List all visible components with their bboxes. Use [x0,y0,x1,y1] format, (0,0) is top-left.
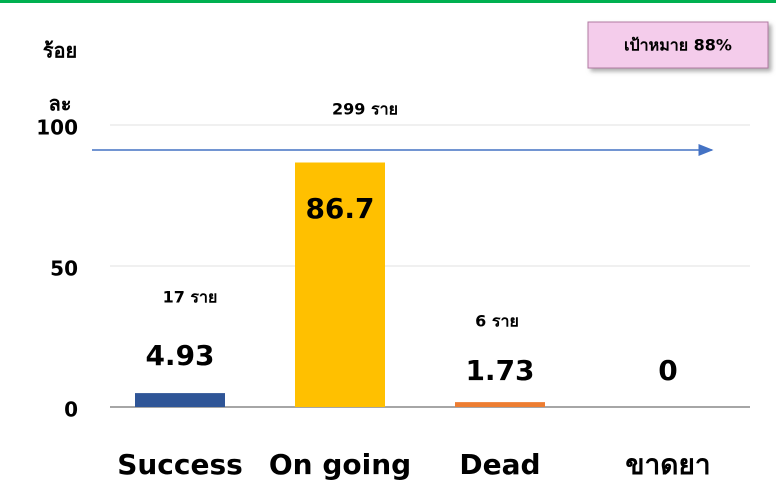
bar [295,162,385,407]
data-label: 0 [658,354,677,387]
y-tick-label: 50 [50,257,78,281]
x-tick-label: ขาดยา [625,448,710,481]
top-border [0,0,776,3]
target-box [587,21,769,69]
bar [455,402,545,407]
y-axis-label: ร้อย [43,39,77,63]
data-label: 86.7 [305,192,374,225]
plot-area: 0 50 100 4.93 Success 86.7 On going 1.73 Dead 0 ขา… [36,116,750,481]
annotation: 299 ราย [332,100,398,119]
bar [135,393,225,407]
data-label: 1.73 [465,354,534,387]
x-tick-label: Dead [459,448,540,481]
target-label: เป้าหมาย 88% [624,36,732,55]
x-tick-label: On going [269,448,411,481]
y-axis-label: ละ [49,92,72,116]
y-tick-label: 100 [36,116,78,140]
x-tick-label: Success [117,448,243,481]
annotation: 6 ราย [475,312,519,331]
y-tick-label: 0 [64,398,78,422]
data-label: 4.93 [145,339,214,372]
annotation: 17 ราย [163,288,218,307]
